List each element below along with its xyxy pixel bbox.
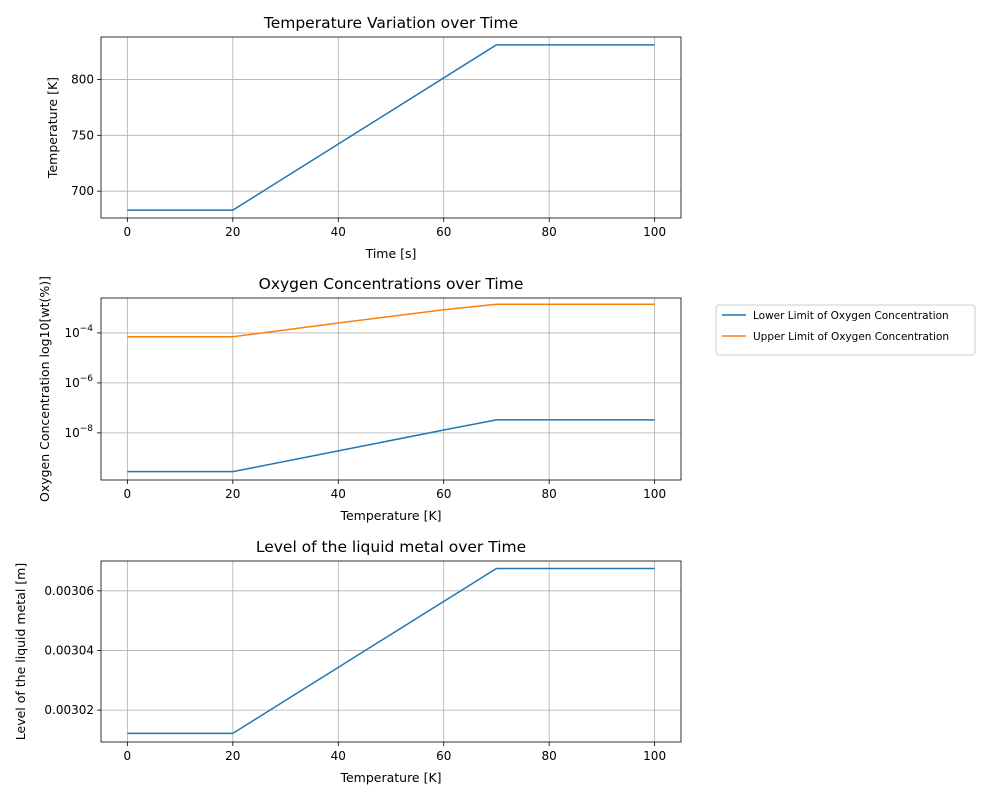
x-tick-label: 80 (542, 225, 557, 239)
y-axis-label: Level of the liquid metal [m] (13, 563, 28, 740)
axes-frame (100, 297, 682, 481)
series-line-1 (127, 567, 655, 735)
x-tick-label: 80 (542, 487, 557, 501)
y-tick-label: 700 (71, 184, 94, 198)
y-tick-label: 10−8 (64, 424, 93, 440)
y-axis-label: Oxygen Concentration log10[wt(%)] (37, 276, 52, 502)
axes-frame (100, 36, 682, 219)
axes-frame (100, 560, 682, 743)
x-tick-label: 0 (124, 749, 132, 763)
x-tick-label: 100 (643, 487, 666, 501)
y-tick-label: 10−6 (64, 374, 93, 390)
y-tick-label: 0.00306 (44, 584, 94, 598)
x-tick-label: 80 (542, 749, 557, 763)
x-tick-label: 100 (643, 749, 666, 763)
chart-title: Oxygen Concentrations over Time (259, 275, 524, 293)
y-tick-label: 0.00304 (44, 643, 94, 657)
series-line-1 (127, 419, 655, 473)
chart-title: Temperature Variation over Time (263, 14, 518, 32)
x-tick-label: 60 (436, 225, 451, 239)
subplot-3: 0 20 40 60 80 100 0.00302 0.00304 0.00306 Level o… (13, 538, 682, 785)
x-tick-label: 100 (643, 225, 666, 239)
x-tick-label: 0 (124, 487, 132, 501)
legend-label-2: Upper Limit of Oxygen Concentration (753, 331, 949, 343)
y-tick-label: 0.00302 (44, 703, 94, 717)
x-tick-label: 60 (436, 487, 451, 501)
legend-box (715, 304, 976, 356)
x-tick-label: 20 (225, 487, 240, 501)
x-tick-label: 60 (436, 749, 451, 763)
subplot-2: 0 20 40 60 80 100 10−4 10−6 10−8 Oxygen Concentra… (37, 275, 976, 523)
x-tick-label: 20 (225, 225, 240, 239)
x-tick-label: 40 (331, 487, 346, 501)
series-line-1 (127, 44, 655, 211)
x-tick-label: 40 (331, 749, 346, 763)
y-axis-label: Temperature [K] (45, 77, 60, 179)
x-tick-label: 20 (225, 749, 240, 763)
x-axis-label: Temperature [K] (339, 770, 441, 785)
x-tick-label: 0 (124, 225, 132, 239)
x-axis-label: Time [s] (365, 246, 417, 261)
legend: Lower Limit of Oxygen Concentration Upper… (715, 304, 976, 356)
y-tick-label: 800 (71, 72, 94, 86)
legend-label-1: Lower Limit of Oxygen Concentration (753, 310, 949, 322)
chart-title: Level of the liquid metal over Time (256, 538, 526, 556)
x-axis-label: Temperature [K] (339, 508, 441, 523)
x-tick-label: 40 (331, 225, 346, 239)
y-tick-label: 10−4 (64, 324, 93, 340)
subplot-1: 0 20 40 60 80 100 700 750 800 Temperature Variati… (45, 14, 682, 261)
series-line-2 (127, 303, 655, 338)
y-tick-label: 750 (71, 128, 94, 142)
